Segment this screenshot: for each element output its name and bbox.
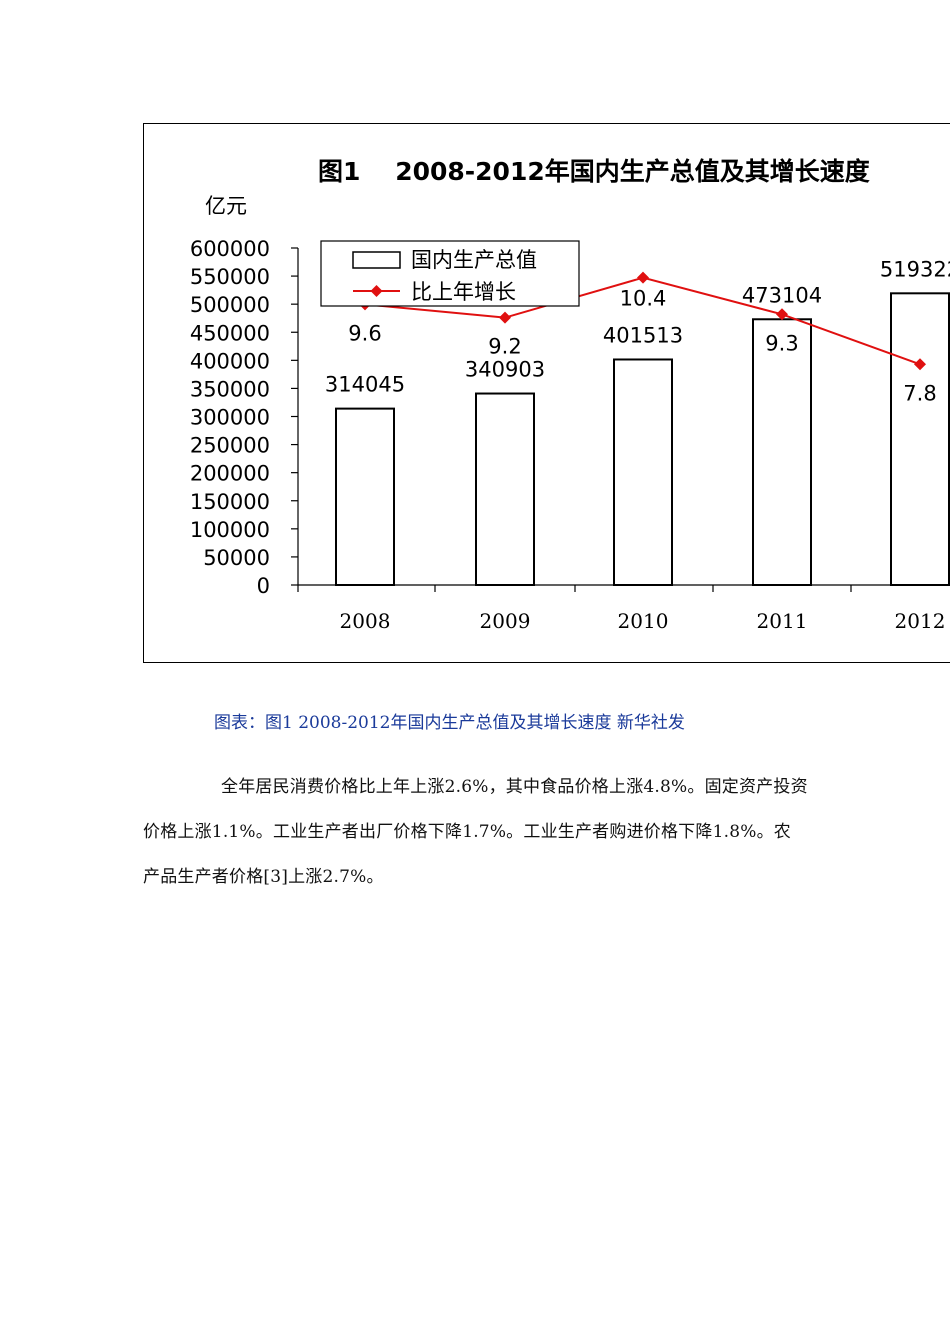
growth-point-2010 [637, 271, 649, 284]
x-tick-label-2010: 2010 [618, 609, 669, 633]
growth-value-label: 9.3 [765, 331, 798, 355]
bar-value-label: 340903 [465, 358, 545, 382]
growth-point-2011 [776, 308, 788, 321]
y-axis-unit: 亿元 [205, 194, 247, 218]
bar-2008 [335, 407, 395, 586]
x-tick-label-2011: 2011 [757, 609, 808, 633]
y-tick-label: 350000 [190, 377, 270, 401]
growth-point-2012 [914, 358, 926, 371]
legend-label-gdp: 国内生产总值 [411, 248, 537, 272]
bar-value-label: 314045 [325, 373, 405, 397]
y-tick-label: 600000 [190, 237, 270, 261]
y-tick-label: 50000 [203, 546, 270, 570]
y-tick-label: 0 [257, 574, 270, 598]
growth-value-label: 9.6 [348, 321, 381, 345]
y-axis: 0 50000 100000 150000 200000 250000 300000 3500… [190, 237, 299, 598]
bar-2012 [890, 292, 950, 586]
gdp-chart-figure: 图1 2008-2012年国内生产总值及其增长速度 亿元 0 50000 10000… [143, 123, 950, 663]
body-paragraph: 全年居民消费价格比上年上涨2.6%，其中食品价格上涨4.8%。固定资产投资价格上… [143, 777, 808, 887]
growth-value-label: 9.2 [488, 335, 521, 359]
y-tick-label: 550000 [190, 265, 270, 289]
x-axis: 2008 2009 2010 2011 2012 [297, 584, 950, 633]
y-tick-label: 500000 [190, 293, 270, 317]
growth-value-label: 10.4 [620, 287, 667, 311]
bar-2011 [752, 318, 812, 586]
y-tick-label: 300000 [190, 406, 270, 430]
x-tick-label-2012: 2012 [895, 609, 946, 633]
y-tick-label: 100000 [190, 518, 270, 542]
bar-2010 [613, 358, 673, 586]
bar-value-label: 473104 [742, 283, 822, 307]
y-tick-label: 400000 [190, 349, 270, 373]
bar-value-label: 401513 [603, 323, 683, 347]
y-tick-label: 150000 [190, 490, 270, 514]
figure-caption: 图表：图1 2008-2012年国内生产总值及其增长速度 新华社发 [214, 713, 685, 733]
chart-title: 图1 2008-2012年国内生产总值及其增长速度 [318, 157, 870, 186]
y-tick-label: 200000 [190, 462, 270, 486]
chart-frame [143, 123, 950, 663]
x-tick-label-2009: 2009 [480, 609, 531, 633]
gdp-chart: 图1 2008-2012年国内生产总值及其增长速度 亿元 0 50000 10000… [143, 123, 950, 663]
growth-point-2009 [499, 311, 511, 324]
y-tick-label: 450000 [190, 321, 270, 345]
legend: 国内生产总值 比上年增长 [320, 240, 580, 307]
legend-label-growth: 比上年增长 [411, 280, 516, 304]
y-tick-label: 250000 [190, 434, 270, 458]
bar-2009 [475, 392, 535, 586]
growth-line-series: 9.6 9.2 10.4 9.3 7.8 [348, 271, 937, 405]
growth-value-label: 7.8 [903, 381, 936, 405]
legend-line-marker [370, 285, 383, 297]
x-tick-label-2008: 2008 [340, 609, 391, 633]
legend-bar-swatch [352, 251, 401, 269]
bar-value-label: 519322 [880, 257, 950, 281]
